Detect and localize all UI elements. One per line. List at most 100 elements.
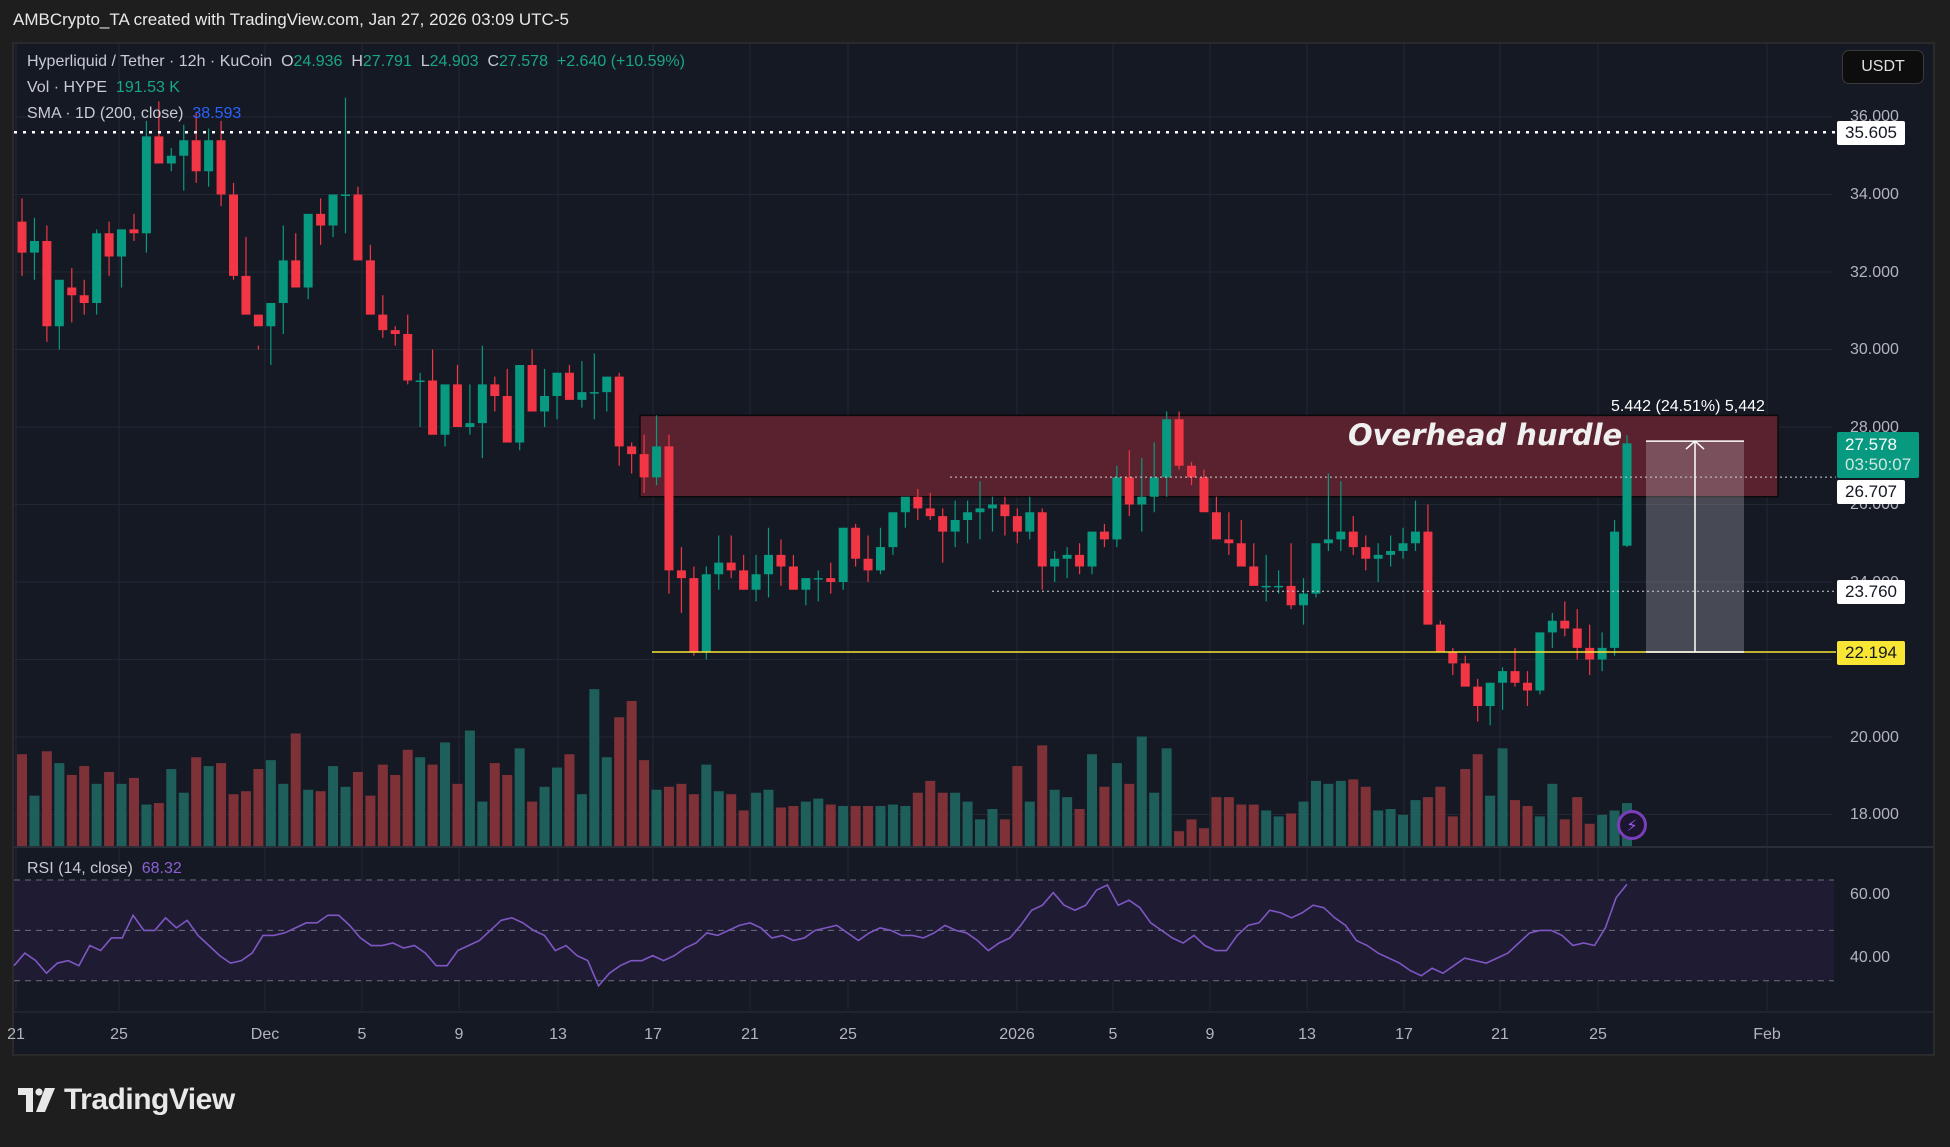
volume-bar [937, 792, 948, 846]
volume-label[interactable]: Vol · HYPE [27, 79, 108, 96]
candle-body [1597, 647, 1607, 660]
candle-body [241, 275, 251, 315]
volume-bar [464, 730, 475, 846]
candle-body [664, 446, 674, 571]
candle-body [1174, 419, 1184, 466]
volume-bar [1198, 828, 1209, 846]
candle-body [838, 527, 848, 582]
candle-body [739, 570, 749, 590]
candle-body [1610, 531, 1620, 648]
tradingview-logo-icon [18, 1088, 55, 1112]
volume-bar [1360, 786, 1371, 846]
last-price: 27.578 [1845, 435, 1897, 454]
candle-body [764, 554, 774, 575]
volume-bar [614, 717, 625, 846]
volume-bar [663, 786, 674, 846]
close-value: 27.578 [499, 53, 548, 70]
rsi-tick: 60.00 [1850, 886, 1891, 903]
candle-body [639, 454, 649, 478]
volume-bar [1460, 769, 1471, 846]
candle-body [602, 376, 612, 393]
volume-value: 191.53 K [115, 79, 180, 96]
volume-bar [1186, 819, 1197, 846]
volume-bar [813, 798, 824, 846]
candle-body [129, 229, 139, 234]
volume-bar [875, 806, 886, 846]
volume-bar [1447, 816, 1458, 846]
candle-body [875, 547, 885, 571]
lightning-icon[interactable]: ⚡ [1617, 810, 1647, 840]
volume-bar [340, 786, 351, 846]
volume-bar [552, 767, 562, 846]
currency-button[interactable]: USDT [1842, 50, 1924, 84]
volume-bar [763, 789, 774, 846]
volume-bar [290, 733, 301, 846]
volume-bar [514, 748, 525, 846]
volume-bar [1261, 810, 1272, 846]
support-dotted-price-tag: 23.760 [1837, 580, 1905, 604]
price-tick: 30.000 [1850, 341, 1899, 358]
candle-body [540, 396, 550, 412]
volume-bar [1348, 779, 1359, 846]
time-tick: 21 [741, 1026, 759, 1043]
volume-bar [1174, 831, 1185, 846]
arrow-up-icon [1685, 440, 1705, 450]
volume-bar [228, 794, 239, 846]
volume-bar [1211, 797, 1222, 846]
volume-bar [950, 792, 961, 846]
overhead-hurdle-zone [639, 414, 1779, 498]
volume-bar [79, 766, 90, 846]
candle-body [291, 260, 301, 288]
volume-bar [1087, 754, 1097, 846]
volume-bar [203, 766, 214, 846]
volume-bar [1136, 736, 1147, 846]
candle-body [1124, 477, 1134, 505]
candle-body [104, 233, 114, 257]
candle-body [216, 140, 226, 195]
symbol-name[interactable]: Hyperliquid / Tether · 12h · KuCoin [27, 53, 273, 70]
rsi-line [13, 883, 1628, 988]
volume-bar [1497, 748, 1508, 846]
volume-bar [415, 757, 426, 846]
volume-bar [29, 795, 40, 846]
time-tick: 25 [839, 1026, 857, 1043]
candle-body [714, 562, 724, 575]
candle-body [1087, 531, 1097, 567]
volume-bar [1609, 810, 1620, 846]
sma-label[interactable]: SMA · 1D (200, close) [27, 105, 184, 122]
high-label: H [351, 53, 363, 70]
candle-body [813, 578, 823, 580]
volume-bar [1273, 816, 1284, 846]
candle-body [515, 365, 525, 443]
volume-bar [116, 783, 127, 846]
candle-body [1249, 566, 1259, 586]
candle-body [689, 578, 699, 652]
overhead-hurdle-label[interactable]: Overhead hurdle [1348, 418, 1623, 452]
candle-body [1336, 531, 1346, 540]
rsi-label[interactable]: RSI (14, close) [27, 860, 133, 877]
volume-bar [477, 801, 488, 846]
price-range-measure-label: 5.442 (24.51%) 5,442 [1611, 398, 1765, 415]
candle-body [776, 554, 786, 567]
volume-bar [1559, 819, 1570, 846]
candle-body [1149, 477, 1159, 497]
candle-body [863, 558, 873, 571]
candle-body [1535, 632, 1545, 691]
candle-body [1510, 671, 1520, 683]
candle-body [1410, 531, 1420, 544]
candle-body [913, 496, 923, 509]
volume-bar [1472, 754, 1483, 846]
candle-body [1211, 512, 1221, 540]
volume-bar [1024, 801, 1035, 846]
candle-body [527, 365, 537, 412]
volume-bar [240, 791, 251, 846]
price-tick: 28.000 [1850, 419, 1899, 436]
candle-body [490, 384, 500, 396]
volume-bar [1335, 780, 1346, 846]
candle-body [1311, 543, 1321, 594]
candle-body [900, 496, 910, 513]
volume-bar [1286, 813, 1297, 846]
candle-body [166, 155, 176, 164]
volume-bar [601, 757, 612, 846]
